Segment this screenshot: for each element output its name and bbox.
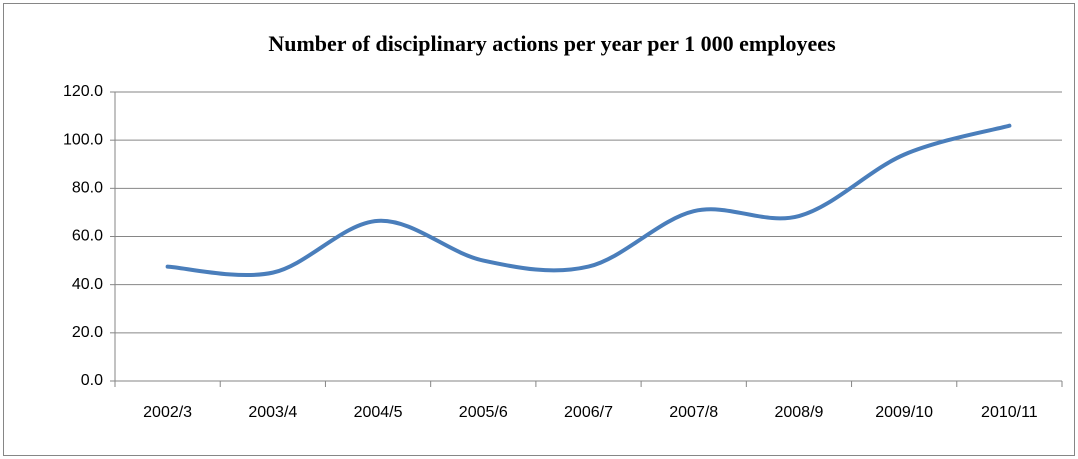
y-tick-label: 80.0 <box>72 180 103 197</box>
x-tick-label: 2006/7 <box>564 404 613 421</box>
x-tick-label: 2002/3 <box>143 404 192 421</box>
x-tick-label: 2007/8 <box>669 404 718 421</box>
y-tick-label: 0.0 <box>81 372 103 389</box>
x-tick-label: 2004/5 <box>354 404 403 421</box>
data-line <box>165 123 1012 277</box>
x-tick-label: 2010/11 <box>981 404 1038 421</box>
x-tick-label: 2003/4 <box>248 404 297 421</box>
chart-title: Number of disciplinary actions per year … <box>268 31 836 56</box>
y-tick-label: 100.0 <box>63 131 103 148</box>
x-tick-label: 2008/9 <box>774 404 823 421</box>
x-tick-label: 2009/10 <box>875 404 933 421</box>
y-tick-label: 40.0 <box>72 276 103 293</box>
x-tick-label: 2005/6 <box>459 404 508 421</box>
y-tick-label: 60.0 <box>72 228 103 245</box>
chart-frame <box>3 3 1075 456</box>
y-tick-label: 20.0 <box>72 324 103 341</box>
y-tick-label: 120.0 <box>63 83 103 100</box>
